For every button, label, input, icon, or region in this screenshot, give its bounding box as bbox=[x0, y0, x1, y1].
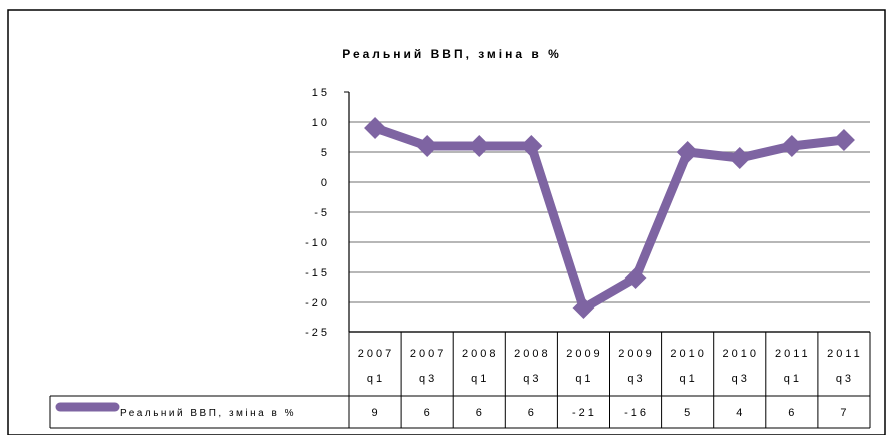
x-category-year-label: 2008 bbox=[462, 348, 498, 360]
x-category-year-label: 2009 bbox=[618, 348, 654, 360]
y-tick-label: 0 bbox=[321, 177, 330, 189]
y-tick-label: -25 bbox=[305, 327, 330, 339]
y-tick-label: 5 bbox=[321, 147, 330, 159]
y-tick-label: -10 bbox=[305, 237, 330, 249]
x-category-quarter-label: q1 bbox=[784, 373, 802, 385]
series-line-group bbox=[370, 123, 849, 313]
x-category-quarter-label: q1 bbox=[680, 373, 698, 385]
x-category-year-label: 2007 bbox=[358, 348, 394, 360]
legend-label: Реальний ВВП, зміна в % bbox=[120, 408, 296, 419]
y-tick-label: -20 bbox=[305, 297, 330, 309]
x-category-year-label: 2011 bbox=[827, 348, 863, 360]
data-value-label: 9 bbox=[371, 407, 380, 419]
y-tick-label: 15 bbox=[312, 87, 330, 99]
x-category-quarter-label: q1 bbox=[575, 373, 593, 385]
y-tick-label: 10 bbox=[312, 117, 330, 129]
x-category-year-label: 2010 bbox=[723, 348, 759, 360]
series-point bbox=[676, 141, 699, 163]
data-value-label: 6 bbox=[528, 407, 537, 419]
data-value-label: 6 bbox=[424, 407, 433, 419]
x-category-year-label: 2011 bbox=[775, 348, 811, 360]
x-category-quarter-label: q3 bbox=[627, 373, 645, 385]
series-point bbox=[728, 147, 751, 169]
x-category-year-label: 2008 bbox=[514, 348, 550, 360]
data-value-label: 6 bbox=[476, 407, 485, 419]
data-value-label: 7 bbox=[840, 407, 849, 419]
series-point bbox=[780, 135, 803, 157]
series-point bbox=[416, 135, 439, 157]
data-value-label: 4 bbox=[736, 407, 745, 419]
x-category-quarter-label: q3 bbox=[836, 373, 854, 385]
series-point bbox=[520, 135, 543, 157]
x-category-year-label: 2009 bbox=[566, 348, 602, 360]
data-value-label: 6 bbox=[788, 407, 797, 419]
chart-title: Реальний ВВП, зміна в % bbox=[342, 47, 562, 61]
legend: Реальний ВВП, зміна в % bbox=[55, 402, 296, 419]
x-category-quarter-label: q1 bbox=[471, 373, 489, 385]
x-category-quarter-label: q3 bbox=[419, 373, 437, 385]
series-point bbox=[624, 267, 647, 289]
series-point bbox=[364, 117, 387, 139]
y-axis-ticks: 15 10 5 0 -5 -10 -15 -20 -25 bbox=[305, 87, 330, 339]
y-tick-label: -5 bbox=[314, 207, 330, 219]
data-value-label: 5 bbox=[684, 407, 693, 419]
x-category-year-label: 2007 bbox=[410, 348, 446, 360]
y-tick-label: -15 bbox=[305, 267, 330, 279]
data-value-label: -21 bbox=[572, 407, 597, 419]
data-value-label: -16 bbox=[624, 407, 649, 419]
series-point bbox=[468, 135, 491, 157]
x-category-year-label: 2010 bbox=[670, 348, 706, 360]
series-point bbox=[572, 297, 595, 319]
series-line bbox=[370, 123, 849, 313]
data-table: 2007 q1 9 2007 q3 6 2008 q1 6 2008 q3 6 2009 q1 -21 200… bbox=[49, 331, 871, 429]
chart-border bbox=[7, 9, 886, 435]
series-markers bbox=[364, 117, 855, 319]
x-category-quarter-label: q3 bbox=[523, 373, 541, 385]
series-point bbox=[832, 129, 855, 151]
x-category-quarter-label: q3 bbox=[732, 373, 750, 385]
x-category-quarter-label: q1 bbox=[367, 373, 385, 385]
